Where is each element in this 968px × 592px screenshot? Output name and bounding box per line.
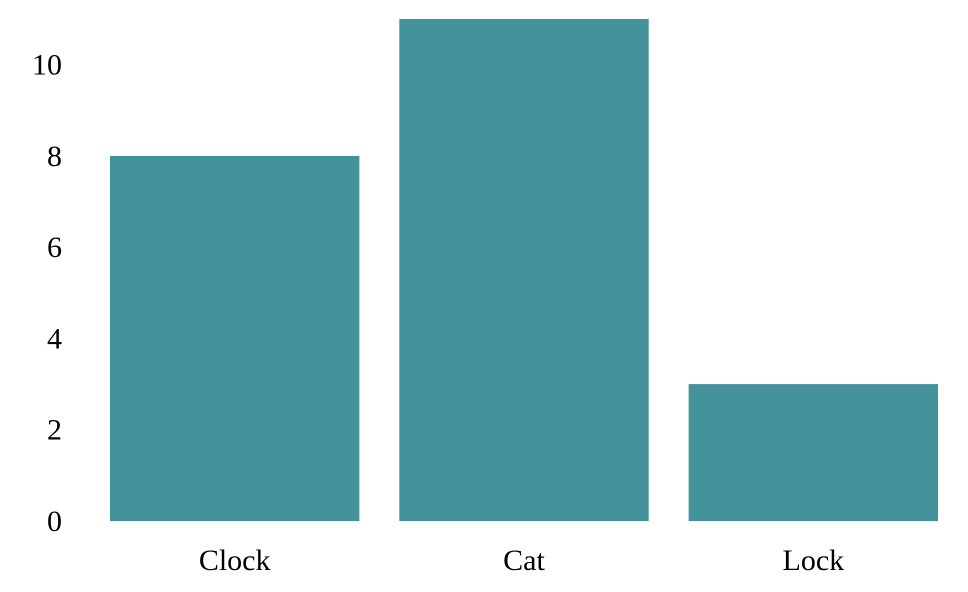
y-tick-label-8: 8 [47, 140, 62, 173]
y-tick-label-2: 2 [47, 414, 62, 447]
bar-lock [688, 384, 939, 521]
x-tick-label-clock: Clock [199, 544, 271, 577]
bars-layer [109, 19, 939, 521]
y-tick-label-6: 6 [47, 231, 62, 264]
x-tick-label-cat: Cat [503, 544, 545, 577]
y-tick-label-4: 4 [47, 322, 62, 355]
bar-cat [399, 19, 649, 521]
y-axis: 0 2 4 6 8 10 [32, 49, 62, 538]
x-tick-label-lock: Lock [783, 544, 845, 577]
y-tick-label-0: 0 [47, 505, 62, 538]
x-axis: Clock Cat Lock [199, 544, 844, 577]
y-tick-label-10: 10 [32, 49, 62, 82]
bar-clock [109, 155, 360, 521]
